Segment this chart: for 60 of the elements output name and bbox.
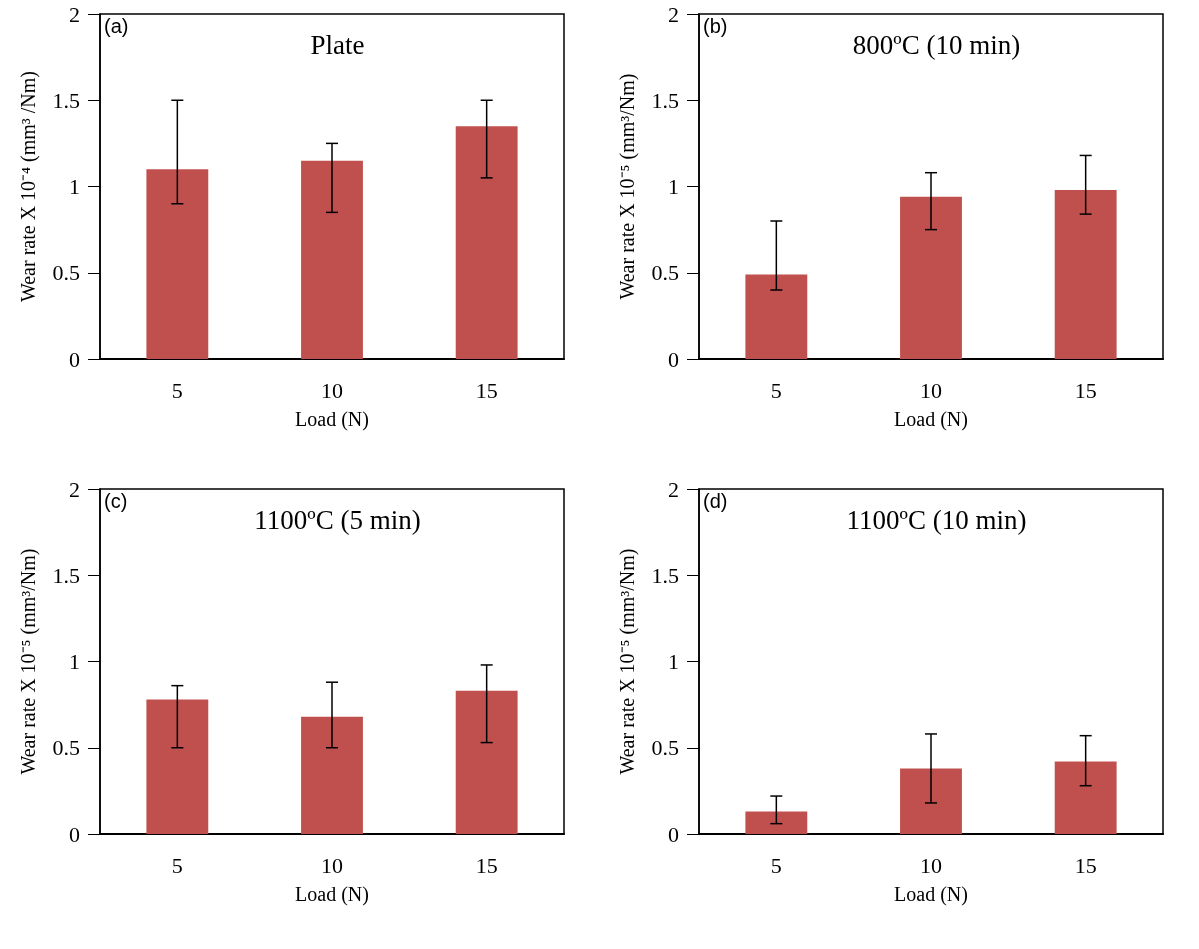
x-axis-title: Load (N) [894,882,968,906]
y-axis-title: Wear rate X 10⁻⁵ (mm³/Nm) [616,547,639,775]
y-tick-label: 1 [69,648,80,674]
y-axis-title: Wear rate X 10⁻⁵ (mm³/Nm) [17,547,40,775]
x-tick-label: 5 [770,377,782,403]
y-tick-label: 0 [668,346,679,372]
bar [900,767,962,834]
text: Plate [310,29,365,60]
y-tick-label: 0.5 [651,734,679,760]
y-axis-title: Wear rate X 10⁻⁴ (mm³ /Nm) [17,70,40,303]
bar [455,690,518,834]
bar [146,169,209,359]
bar [455,126,518,359]
bar [1054,189,1117,359]
y-tick-label: 1 [668,648,679,674]
y-tick-label: 1.5 [651,562,679,588]
x-tick-label: 10 [920,852,942,877]
y-tick-label: 0 [69,346,80,372]
annotation: (d) [703,489,728,512]
x-tick-label: 10 [321,377,343,403]
bar [146,698,209,834]
y-tick-label: 1 [69,174,80,199]
y-tick-label: 2 [69,476,80,501]
text: 800ºC (10 min) [852,29,1021,60]
y-tick-label: 0.5 [52,734,80,760]
annotation: (c) [104,489,128,512]
y-tick-label: 1 [668,174,679,199]
y-tick-label: 2 [668,1,679,27]
bar [301,160,363,359]
y-tick-label: 1.5 [651,87,679,113]
y-tick-label: 0.5 [52,260,80,286]
bar [301,716,363,834]
bar [900,196,962,359]
x-tick-label: 5 [770,852,782,877]
x-tick-label: 15 [1074,852,1097,877]
x-axis-title: Load (N) [295,408,369,431]
x-tick-label: 10 [920,377,942,403]
annotation: (a) [104,15,129,37]
x-tick-label: 15 [1074,377,1097,403]
y-tick-label: 1.5 [52,562,80,588]
bar [1054,761,1117,834]
x-tick-label: 15 [475,377,498,403]
x-tick-label: 5 [171,852,183,877]
text: 1100ºC (5 min) [254,504,421,534]
y-tick-label: 0 [69,821,80,846]
x-tick-label: 15 [475,852,498,877]
text: 1100ºC (10 min) [846,504,1027,534]
y-tick-label: 0 [668,821,679,846]
x-axis-title: Load (N) [295,882,369,906]
annotation: (b) [703,15,728,37]
y-tick-label: 1.5 [52,87,80,113]
x-axis-title: Load (N) [894,408,968,431]
y-tick-label: 0.5 [651,260,679,286]
bar [745,274,808,359]
y-tick-label: 2 [668,476,679,501]
y-tick-label: 2 [69,1,80,27]
y-axis-title: Wear rate X 10⁻⁵ (mm³/Nm) [616,73,639,300]
x-tick-label: 5 [171,377,183,403]
bar [745,811,808,834]
x-tick-label: 10 [321,852,343,877]
